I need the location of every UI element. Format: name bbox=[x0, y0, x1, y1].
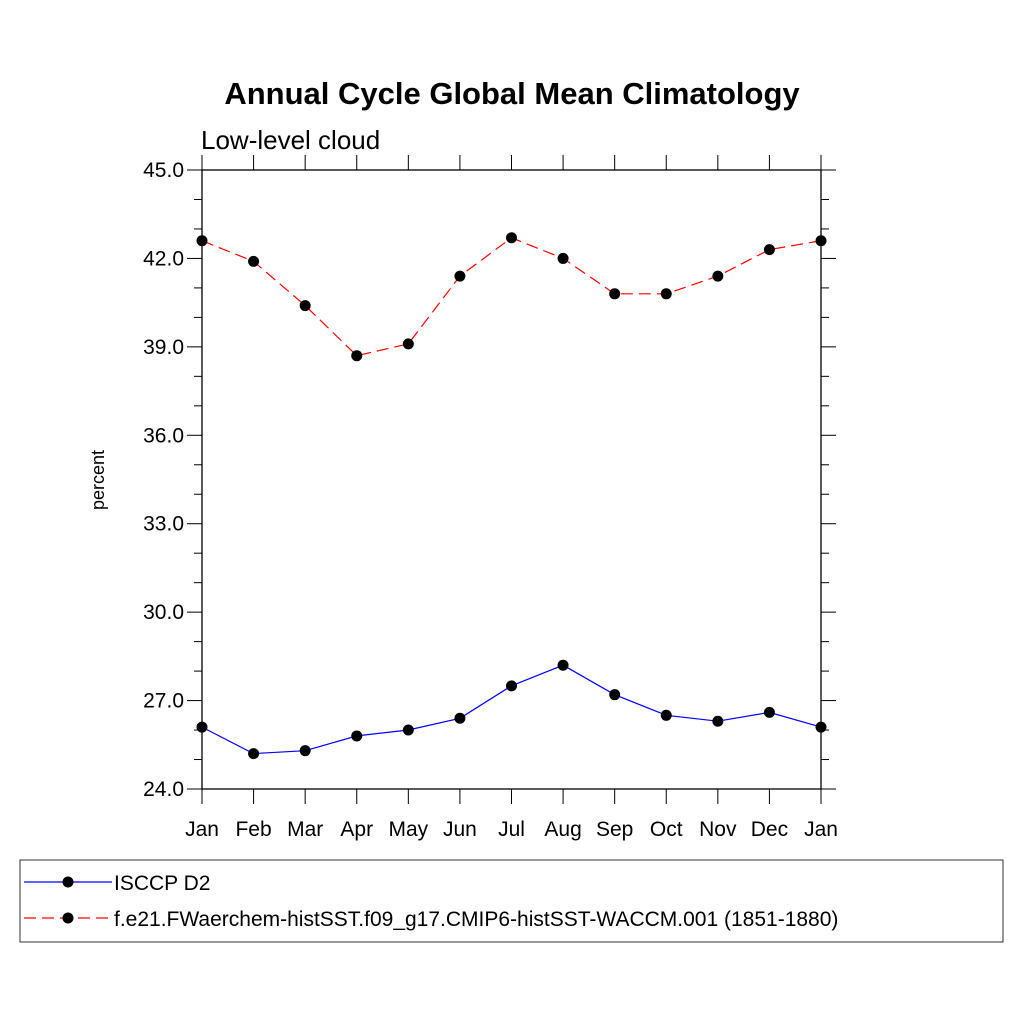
x-tick-label: Aug bbox=[544, 818, 581, 841]
legend-box bbox=[19, 859, 1004, 943]
y-tick-label: 36.0 bbox=[143, 424, 184, 447]
series-0-point bbox=[506, 680, 517, 692]
series-0-point bbox=[557, 659, 569, 671]
series-0-point bbox=[815, 721, 827, 733]
series-0-point bbox=[196, 721, 208, 733]
y-axis-label: percent bbox=[88, 450, 108, 510]
series-0-point bbox=[454, 712, 466, 724]
series-1-point bbox=[402, 338, 414, 350]
x-tick-label: Jun bbox=[443, 818, 477, 841]
series-1-point bbox=[609, 288, 621, 300]
series-layer bbox=[196, 232, 827, 760]
series-1-point bbox=[557, 252, 569, 264]
y-tick-label: 24.0 bbox=[143, 778, 184, 801]
chart-title: Annual Cycle Global Mean Climatology bbox=[224, 76, 800, 111]
y-tick-label: 27.0 bbox=[143, 690, 184, 713]
x-tick-label: Feb bbox=[235, 818, 271, 841]
series-line-1 bbox=[201, 237, 822, 357]
legend-marker-0 bbox=[62, 876, 74, 888]
series-line-0 bbox=[201, 664, 822, 755]
series-0-point bbox=[712, 715, 724, 727]
series-1-point bbox=[248, 255, 260, 267]
legend-label-1: f.e21.FWaerchem-histSST.f09_g17.CMIP6-hi… bbox=[114, 908, 838, 931]
x-tick-label: Mar bbox=[287, 818, 323, 841]
series-1-point bbox=[299, 300, 311, 312]
series-1-point bbox=[454, 270, 466, 282]
series-1-point bbox=[660, 288, 672, 300]
plot-frame bbox=[201, 169, 822, 790]
series-1-point bbox=[712, 270, 724, 282]
x-tick-label: Sep bbox=[596, 818, 633, 841]
y-tick-label: 45.0 bbox=[143, 159, 184, 182]
series-0-point bbox=[763, 706, 775, 718]
legend-marker-1 bbox=[62, 912, 74, 924]
x-tick-label: Dec bbox=[751, 818, 788, 841]
x-tick-label: Nov bbox=[699, 818, 737, 841]
x-tick-labels: Jan Feb Mar Apr May Jun Jul Aug Sep Oct Nov Dec Jan bbox=[185, 818, 838, 841]
axis-ticks bbox=[187, 155, 836, 804]
chart-subtitle: Low-level cloud bbox=[201, 125, 380, 155]
legend: ISCCP D2 f.e21.FWaerchem-histSST.f09_g17.… bbox=[24, 872, 838, 931]
series-0-point bbox=[351, 730, 363, 742]
x-tick-label: May bbox=[388, 818, 428, 841]
x-tick-label: Jan bbox=[804, 818, 838, 841]
y-tick-label: 39.0 bbox=[143, 336, 184, 359]
x-tick-label: Oct bbox=[650, 818, 683, 841]
y-tick-labels: 24.0 27.0 30.0 33.0 36.0 39.0 42.0 45.0 bbox=[143, 159, 184, 801]
x-tick-label: Jan bbox=[185, 818, 219, 841]
series-0-point bbox=[660, 709, 672, 721]
series-1-point bbox=[196, 235, 208, 247]
y-tick-label: 42.0 bbox=[143, 247, 184, 270]
series-0-point bbox=[609, 689, 621, 701]
series-0-point bbox=[402, 724, 414, 736]
x-tick-label: Apr bbox=[340, 818, 373, 841]
y-tick-label: 33.0 bbox=[143, 513, 184, 536]
legend-label-0: ISCCP D2 bbox=[114, 872, 210, 895]
series-1-point bbox=[763, 244, 775, 256]
series-1-point bbox=[351, 350, 363, 362]
x-tick-label: Jul bbox=[498, 818, 525, 841]
series-1-point bbox=[506, 232, 517, 244]
series-1-point bbox=[815, 235, 827, 247]
series-0-point bbox=[299, 745, 311, 757]
series-0-point bbox=[248, 748, 260, 760]
y-tick-label: 30.0 bbox=[143, 601, 184, 624]
